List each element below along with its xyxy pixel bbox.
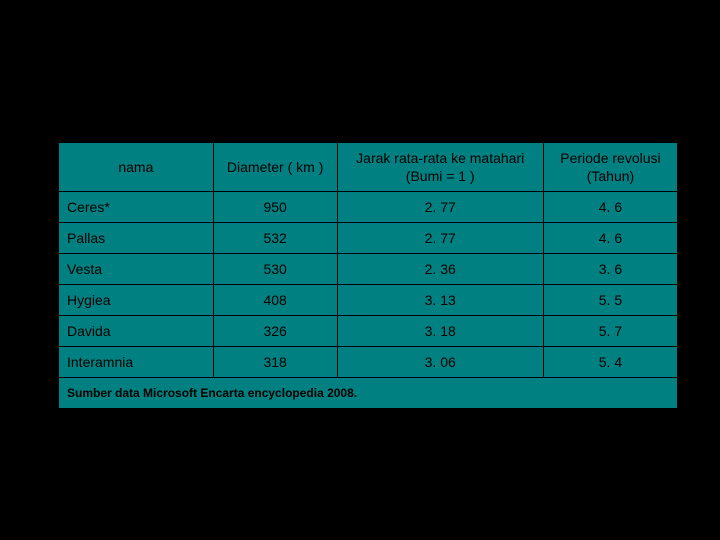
cell-name: Davida (59, 316, 214, 347)
cell-period: 4. 6 (543, 223, 677, 254)
cell-period: 5. 7 (543, 316, 677, 347)
cell-name: Interamnia (59, 347, 214, 378)
page-title: Asteroid (30, 15, 690, 52)
cell-distance: 2. 36 (337, 254, 543, 285)
cell-period: 4. 6 (543, 192, 677, 223)
cell-distance: 3. 18 (337, 316, 543, 347)
table-body: Ceres* 950 2. 77 4. 6 Pallas 532 2. 77 4… (59, 192, 678, 409)
table-row: Ceres* 950 2. 77 4. 6 (59, 192, 678, 223)
cell-diameter: 530 (213, 254, 337, 285)
bullet-item: • Planet – planet kecil (planetoid) yang… (30, 70, 690, 130)
col-header-period-l2: (Tahun) (587, 168, 634, 184)
cell-distance: 2. 77 (337, 223, 543, 254)
cell-distance: 3. 13 (337, 285, 543, 316)
table-header-row: nama Diameter ( km ) Jarak rata-rata ke … (59, 143, 678, 192)
table-row: Pallas 532 2. 77 4. 6 (59, 223, 678, 254)
col-header-diameter: Diameter ( km ) (213, 143, 337, 192)
col-header-distance: Jarak rata-rata ke matahari (Bumi = 1 ) (337, 143, 543, 192)
cell-period: 3. 6 (543, 254, 677, 285)
col-header-name: nama (59, 143, 214, 192)
cell-name: Hygiea (59, 285, 214, 316)
cell-name: Ceres* (59, 192, 214, 223)
cell-diameter: 532 (213, 223, 337, 254)
bullet-text: Planet – planet kecil (planetoid) yang b… (60, 70, 690, 130)
asteroid-table: nama Diameter ( km ) Jarak rata-rata ke … (58, 142, 678, 409)
col-header-period-l1: Periode revolusi (560, 150, 660, 166)
table-row: Hygiea 408 3. 13 5. 5 (59, 285, 678, 316)
col-header-distance-l1: Jarak rata-rata ke matahari (356, 150, 524, 166)
table-row: Vesta 530 2. 36 3. 6 (59, 254, 678, 285)
cell-period: 5. 5 (543, 285, 677, 316)
cell-diameter: 950 (213, 192, 337, 223)
table-footer-row: Sumber data Microsoft Encarta encycloped… (59, 378, 678, 409)
col-header-distance-l2: (Bumi = 1 ) (406, 168, 475, 184)
cell-name: Pallas (59, 223, 214, 254)
cell-diameter: 326 (213, 316, 337, 347)
cell-diameter: 318 (213, 347, 337, 378)
table-row: Interamnia 318 3. 06 5. 4 (59, 347, 678, 378)
cell-name: Vesta (59, 254, 214, 285)
cell-period: 5. 4 (543, 347, 677, 378)
cell-diameter: 408 (213, 285, 337, 316)
bullet-marker: • (38, 72, 46, 102)
table-row: Davida 326 3. 18 5. 7 (59, 316, 678, 347)
table-footer: Sumber data Microsoft Encarta encycloped… (59, 378, 678, 409)
cell-distance: 3. 06 (337, 347, 543, 378)
col-header-period: Periode revolusi (Tahun) (543, 143, 677, 192)
slide: Asteroid • Planet – planet kecil (planet… (0, 0, 720, 419)
cell-distance: 2. 77 (337, 192, 543, 223)
